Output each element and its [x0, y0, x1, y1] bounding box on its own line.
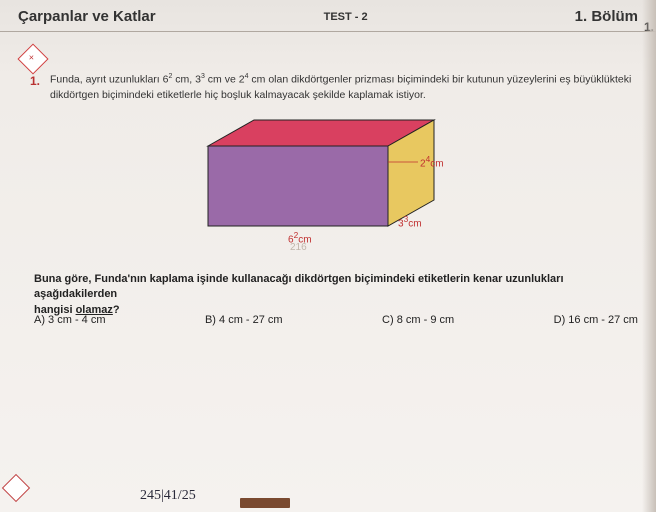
corner-diamond-icon: [2, 474, 30, 502]
prism-svg: [198, 116, 458, 256]
height-label: 24cm: [420, 154, 444, 169]
page-header: Çarpanlar ve Katlar TEST - 2 1. Bölüm: [0, 0, 656, 32]
test-label: TEST - 2: [324, 11, 368, 23]
section-label: 1. Bölüm: [575, 8, 638, 25]
question-diamond-icon: ×: [17, 43, 48, 74]
option-c[interactable]: C) 8 cm - 9 cm: [382, 314, 454, 326]
depth-label: 33cm: [398, 214, 422, 229]
question-number: 1.: [30, 74, 40, 88]
question-text: Funda, ayrıt uzunlukları 62 cm, 33 cm ve…: [50, 72, 636, 103]
pencil-note: 216: [290, 242, 307, 253]
question-prompt: Buna göre, Funda'nın kaplama işinde kull…: [34, 272, 638, 318]
option-d[interactable]: D) 16 cm - 27 cm: [554, 314, 638, 326]
pencil-object: [240, 498, 290, 508]
page-shadow: [642, 0, 656, 512]
answer-options: A) 3 cm - 4 cm B) 4 cm - 27 cm C) 8 cm -…: [34, 314, 638, 326]
multiply-icon: ×: [29, 52, 34, 62]
option-a[interactable]: A) 3 cm - 4 cm: [34, 314, 106, 326]
handwriting-note: 245|41/25: [140, 488, 196, 504]
chapter-title: Çarpanlar ve Katlar: [18, 8, 156, 25]
prism-diagram: 24cm 33cm 62cm 216: [198, 116, 458, 256]
option-b[interactable]: B) 4 cm - 27 cm: [205, 314, 283, 326]
